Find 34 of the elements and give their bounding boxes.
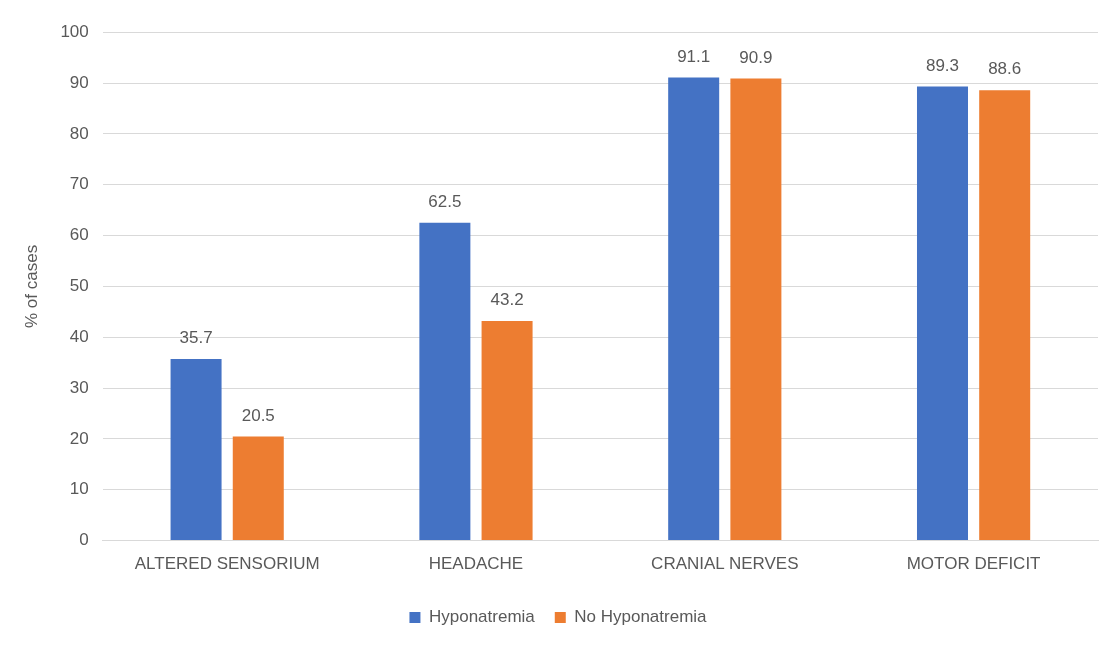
data-label: 88.6 <box>988 59 1022 79</box>
data-label: 43.2 <box>490 290 524 310</box>
data-label: 90.9 <box>739 47 773 67</box>
bar <box>481 320 533 541</box>
bar <box>668 77 720 541</box>
data-label: 35.7 <box>179 328 213 348</box>
y-tick-label: 20 <box>69 428 89 448</box>
x-tick-label: MOTOR DEFICIT <box>906 554 1041 574</box>
bar <box>916 86 968 541</box>
y-tick-label: 0 <box>79 530 89 550</box>
y-tick-label: 10 <box>69 479 89 499</box>
y-tick-label: 80 <box>69 123 89 143</box>
bar <box>419 222 471 541</box>
data-label: 89.3 <box>925 55 960 75</box>
x-tick-label: HEADACHE <box>428 554 524 574</box>
bar <box>170 359 222 541</box>
bar <box>730 78 782 541</box>
data-label: 62.5 <box>428 192 462 212</box>
y-tick-label: 70 <box>69 174 89 194</box>
bar <box>232 436 284 541</box>
x-tick-label: CRANIAL NERVES <box>651 554 799 574</box>
data-label: 91.1 <box>677 46 711 66</box>
y-tick-label: 40 <box>69 326 89 346</box>
y-tick-label: 60 <box>69 225 89 245</box>
x-tick-label: ALTERED SENSORIUM <box>134 554 320 574</box>
y-axis-title: % of cases <box>21 244 41 328</box>
legend-label: Hyponatremia <box>428 607 536 627</box>
legend-label: No Hyponatremia <box>574 607 708 627</box>
y-tick-label: 30 <box>69 377 89 397</box>
y-tick-label: 90 <box>69 72 89 92</box>
bar <box>979 90 1031 541</box>
y-tick-label: 50 <box>69 276 89 296</box>
data-label: 20.5 <box>241 405 275 425</box>
y-tick-label: 100 <box>60 21 89 41</box>
